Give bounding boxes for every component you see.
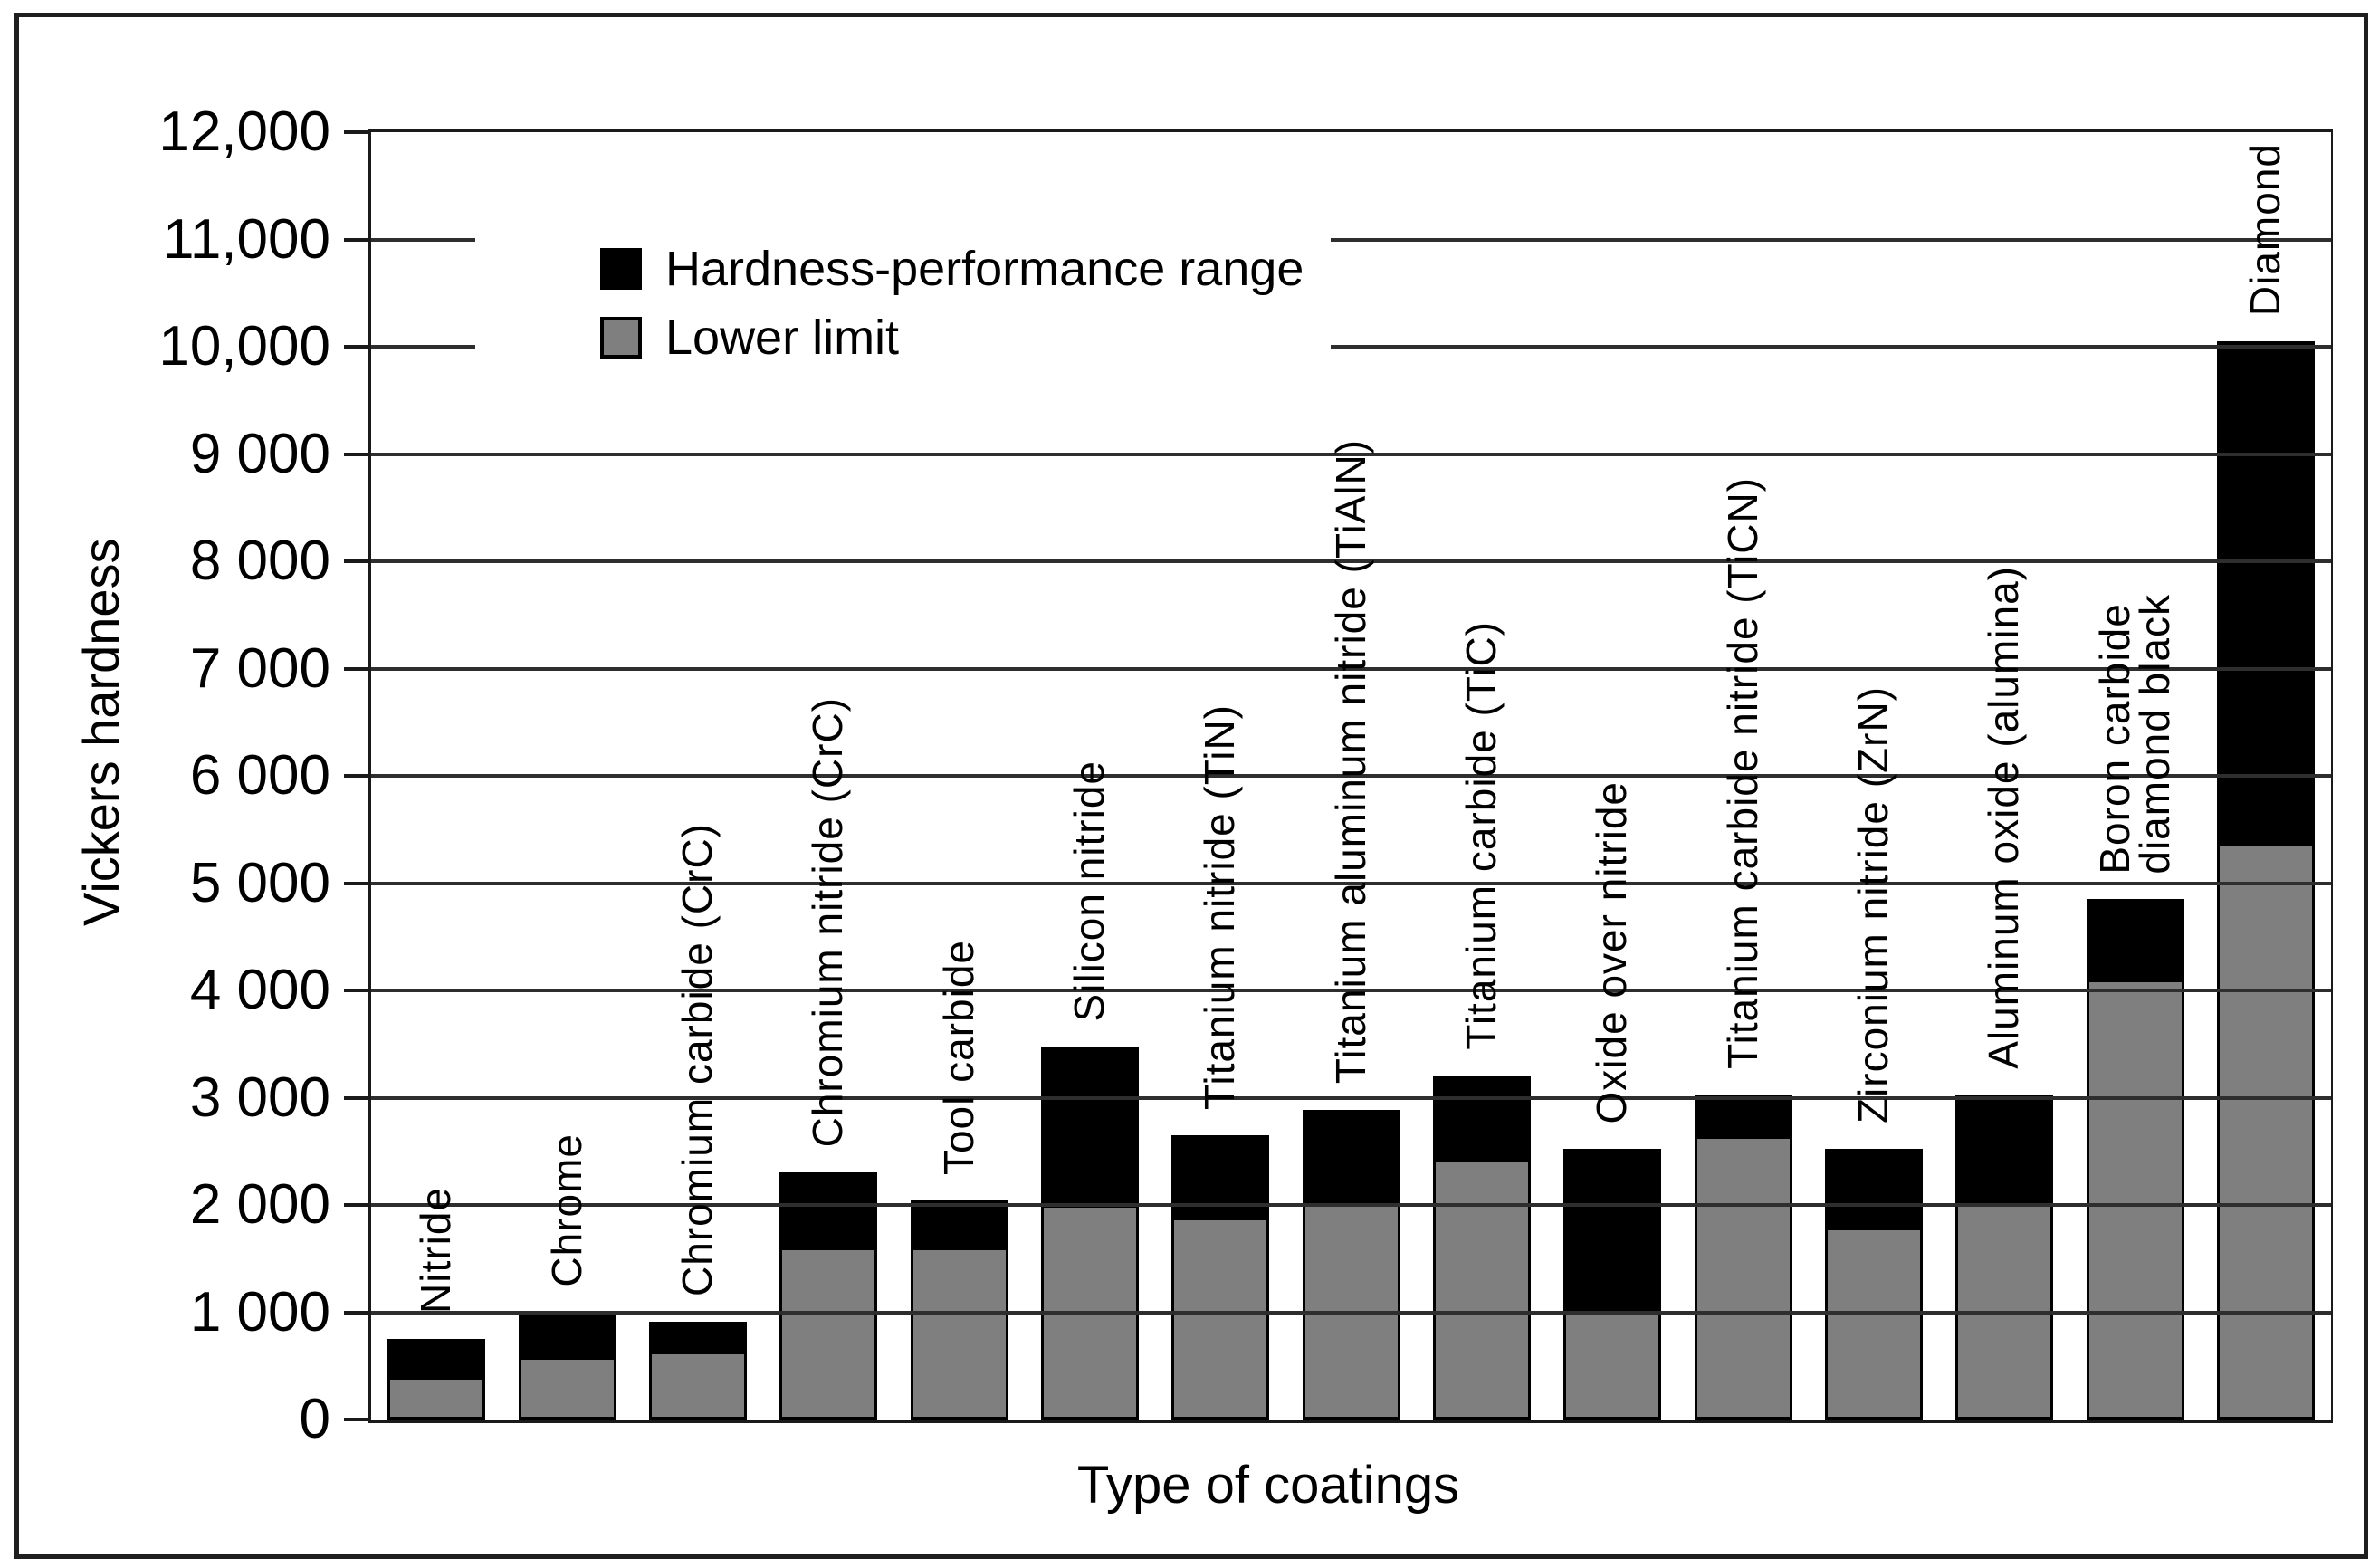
y-axis-title: Vickers hardness: [72, 538, 129, 927]
gridline-8000: [371, 559, 2331, 563]
bar-segment-range: [910, 1200, 1008, 1248]
y-tick-9000: [344, 452, 371, 456]
bar-label-aluminum-oxide-alumina-: Aluminum oxide (alumina): [1980, 566, 2028, 1069]
bar-label-chrome: Chrome: [542, 1133, 590, 1287]
y-tick-label-2000: 2 000: [189, 1173, 330, 1236]
bar-label-boron-carbide: Boron carbide diamond black: [2090, 593, 2178, 875]
y-tick-10000: [344, 345, 371, 349]
bar-segment-lower: [1694, 1136, 1792, 1420]
bar-label-diamond: Diamond: [2240, 142, 2288, 317]
gridline-7000: [371, 666, 2331, 671]
legend-swatch-range-icon: [600, 247, 642, 290]
bar-label-oxide-over-nitride: Oxide over nitride: [1588, 780, 1636, 1124]
gridline-10000: [371, 345, 2331, 349]
legend-label-range: Hardness-performance range: [665, 241, 1304, 296]
bar-label-titanium-carbide-tic-: Titanium carbide (TiC): [1457, 621, 1505, 1050]
legend-item-lower: Lower limit: [600, 311, 1331, 364]
y-tick-12000: [344, 130, 371, 134]
y-tick-label-3000: 3 000: [189, 1066, 330, 1129]
y-tick-label-0: 0: [299, 1388, 330, 1450]
bar-segment-range: [518, 1312, 616, 1358]
gridline-3000: [371, 1095, 2331, 1100]
y-tick-6000: [344, 774, 371, 778]
bar-segment-lower: [2216, 843, 2315, 1420]
y-tick-label-6000: 6 000: [189, 744, 330, 807]
y-tick-label-8000: 8 000: [189, 530, 330, 592]
bar-segment-range: [1040, 1047, 1139, 1205]
bar-segment-lower: [910, 1248, 1008, 1420]
bar-label-chromium-nitride-crc-: Chromium nitride (CrC): [804, 697, 852, 1148]
bar-segment-range: [1302, 1109, 1400, 1204]
figure-frame: Vickers hardness Type of coatings 0 1 000…: [14, 13, 2368, 1559]
y-tick-7000: [344, 666, 371, 671]
bar-segment-lower: [387, 1376, 486, 1420]
legend-box: Hardness-performance range Lower limit: [475, 210, 1331, 396]
y-tick-label-5000: 5 000: [189, 851, 330, 914]
bar-segment-lower: [779, 1248, 878, 1420]
bar-segment-lower: [1824, 1227, 1923, 1420]
bar-segment-lower: [2086, 980, 2184, 1420]
bar-segment-range: [648, 1322, 747, 1353]
bar-segment-range: [1824, 1149, 1923, 1228]
bar-label-nitride: Nitride: [412, 1187, 460, 1315]
bar-segment-range: [1432, 1075, 1531, 1160]
bar-segment-range: [2086, 899, 2184, 980]
bar-segment-range: [1563, 1149, 1662, 1309]
bar-segment-range: [1955, 1094, 2054, 1203]
y-tick-2000: [344, 1203, 371, 1207]
bar-label-tool-carbide: Tool carbide: [934, 940, 982, 1176]
y-tick-label-4000: 4 000: [189, 959, 330, 1021]
bar-segment-lower: [1563, 1308, 1662, 1420]
y-tick-label-12000: 12,000: [158, 100, 330, 163]
gridline-11000: [371, 237, 2331, 242]
y-tick-label-7000: 7 000: [189, 636, 330, 700]
bar-segment-range: [387, 1339, 486, 1377]
bar-segment-lower: [1432, 1159, 1531, 1420]
legend-item-range: Hardness-performance range: [600, 243, 1331, 295]
y-tick-4000: [344, 989, 371, 992]
gridline-9000: [371, 452, 2331, 456]
y-tick-8000: [344, 559, 371, 563]
bar-label-silicon-nitride: Silicon nitride: [1065, 760, 1113, 1022]
y-tick-label-10000: 10,000: [158, 315, 330, 378]
gridline-6000: [371, 774, 2331, 778]
gridline-1000: [371, 1310, 2331, 1315]
y-tick-label-11000: 11,000: [162, 207, 330, 271]
y-tick-1000: [344, 1310, 371, 1315]
y-tick-label-1000: 1 000: [189, 1280, 330, 1343]
gridline-5000: [371, 881, 2331, 885]
bar-label-chromium-carbide-crc-: Chromium carbide (CrC): [673, 823, 721, 1297]
bar-label-titanium-nitride-tin-: Titanium nitride (TiN): [1196, 703, 1244, 1110]
y-tick-label-9000: 9 000: [189, 422, 330, 485]
bar-segment-range: [779, 1172, 878, 1248]
y-tick-11000: [344, 237, 371, 242]
gridline-2000: [371, 1203, 2331, 1207]
bar-segment-range: [1694, 1094, 1792, 1137]
bar-segment-lower: [648, 1352, 747, 1420]
bar-label-zirconium-nitride-zrn-: Zirconium nitride (ZrN): [1849, 686, 1897, 1124]
gridline-4000: [371, 989, 2331, 992]
y-tick-5000: [344, 881, 371, 885]
x-axis-title: Type of coatings: [1076, 1456, 1460, 1515]
bar-segment-range: [2216, 341, 2315, 844]
bar-segment-lower: [518, 1357, 616, 1420]
plot-area: 0 1 000 2 000 3 000 4 000 5 000 6 000 7 000 8 00…: [158, 100, 2333, 1450]
legend-swatch-lower-icon: [600, 316, 642, 359]
y-tick-0: [344, 1418, 371, 1421]
legend-label-lower: Lower limit: [665, 310, 900, 365]
bar-label-titanium-carbide-nitride-ticn-: Titanium carbide nitride (TiCN): [1718, 477, 1766, 1069]
bar-label-titanium-aluminum-nitride-tialn-: Titanium aluminum nitride (TiAlN): [1326, 439, 1374, 1085]
y-tick-3000: [344, 1095, 371, 1100]
bar-segment-lower: [1171, 1218, 1270, 1420]
